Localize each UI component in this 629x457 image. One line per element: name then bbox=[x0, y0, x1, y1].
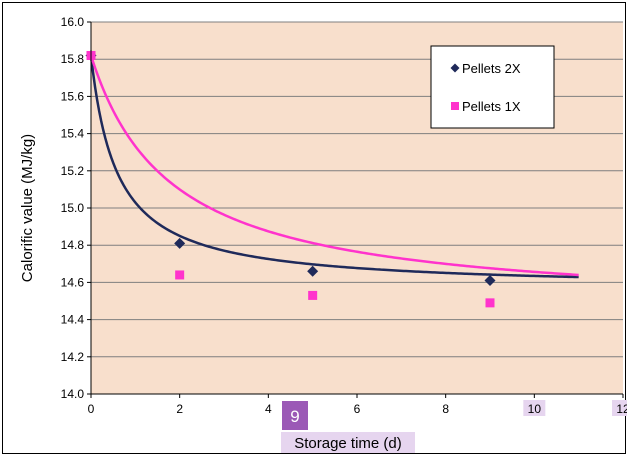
x-tick-label: 4 bbox=[265, 402, 272, 416]
data-point-square bbox=[308, 290, 318, 300]
x-tick-label: 12 bbox=[616, 402, 627, 416]
legend-label: Pellets 2X bbox=[462, 61, 521, 76]
data-point-square bbox=[485, 298, 495, 308]
x-tick-label: 10 bbox=[528, 402, 542, 416]
series-line bbox=[89, 55, 579, 277]
y-tick-label: 14.0 bbox=[61, 387, 85, 401]
x-tick-label: 2 bbox=[176, 402, 183, 416]
series-line bbox=[89, 55, 579, 279]
legend-label: Pellets 1X bbox=[462, 99, 521, 114]
page-badge: 9 bbox=[282, 401, 308, 430]
y-tick-label: 15.0 bbox=[61, 201, 85, 215]
y-tick-label: 15.4 bbox=[61, 127, 85, 141]
text-highlights bbox=[281, 400, 627, 453]
chart: 14.0 14.2 14.4 14.6 14.8 15.0 15.2 15.4 15.6 15.8… bbox=[19, 15, 627, 453]
y-tick-label: 15.2 bbox=[61, 164, 85, 178]
y-tick-label: 16.0 bbox=[61, 15, 85, 29]
x-tick-label: 6 bbox=[354, 402, 361, 416]
y-tick-label: 14.8 bbox=[61, 238, 85, 252]
y-tick-label: 14.6 bbox=[61, 275, 85, 289]
y-tick-label: 15.6 bbox=[61, 89, 85, 103]
data-point-diamond bbox=[307, 265, 319, 277]
y-tick-labels: 14.0 14.2 14.4 14.6 14.8 15.0 15.2 15.4 15.6 15.8… bbox=[61, 15, 85, 401]
data-point-diamond bbox=[484, 275, 496, 287]
y-axis-title: Calorific value (MJ/kg) bbox=[19, 134, 36, 282]
x-axis-title: Storage time (d) bbox=[294, 435, 402, 452]
fit-curves bbox=[89, 55, 579, 279]
data-point-diamond bbox=[174, 237, 186, 249]
data-point-square bbox=[175, 270, 185, 280]
tick-highlight bbox=[612, 400, 627, 416]
data-point-square bbox=[451, 102, 459, 110]
page-badge-label: 9 bbox=[290, 407, 299, 426]
xlabel-highlight bbox=[281, 432, 415, 453]
legend-box bbox=[430, 45, 555, 129]
page-badge-background bbox=[282, 401, 308, 430]
x-tick-label: 8 bbox=[442, 402, 449, 416]
x-tick-labels: 0 2 4 6 8 10 12 bbox=[88, 402, 627, 416]
y-tick-label: 15.8 bbox=[61, 52, 85, 66]
tick-highlight bbox=[523, 400, 546, 416]
data-point-diamond bbox=[450, 63, 460, 73]
y-tick-label: 14.4 bbox=[61, 313, 85, 327]
y-tick-label: 14.2 bbox=[61, 350, 85, 364]
x-tick-label: 0 bbox=[88, 402, 95, 416]
legend: Pellets 2X Pellets 1X bbox=[430, 45, 555, 129]
